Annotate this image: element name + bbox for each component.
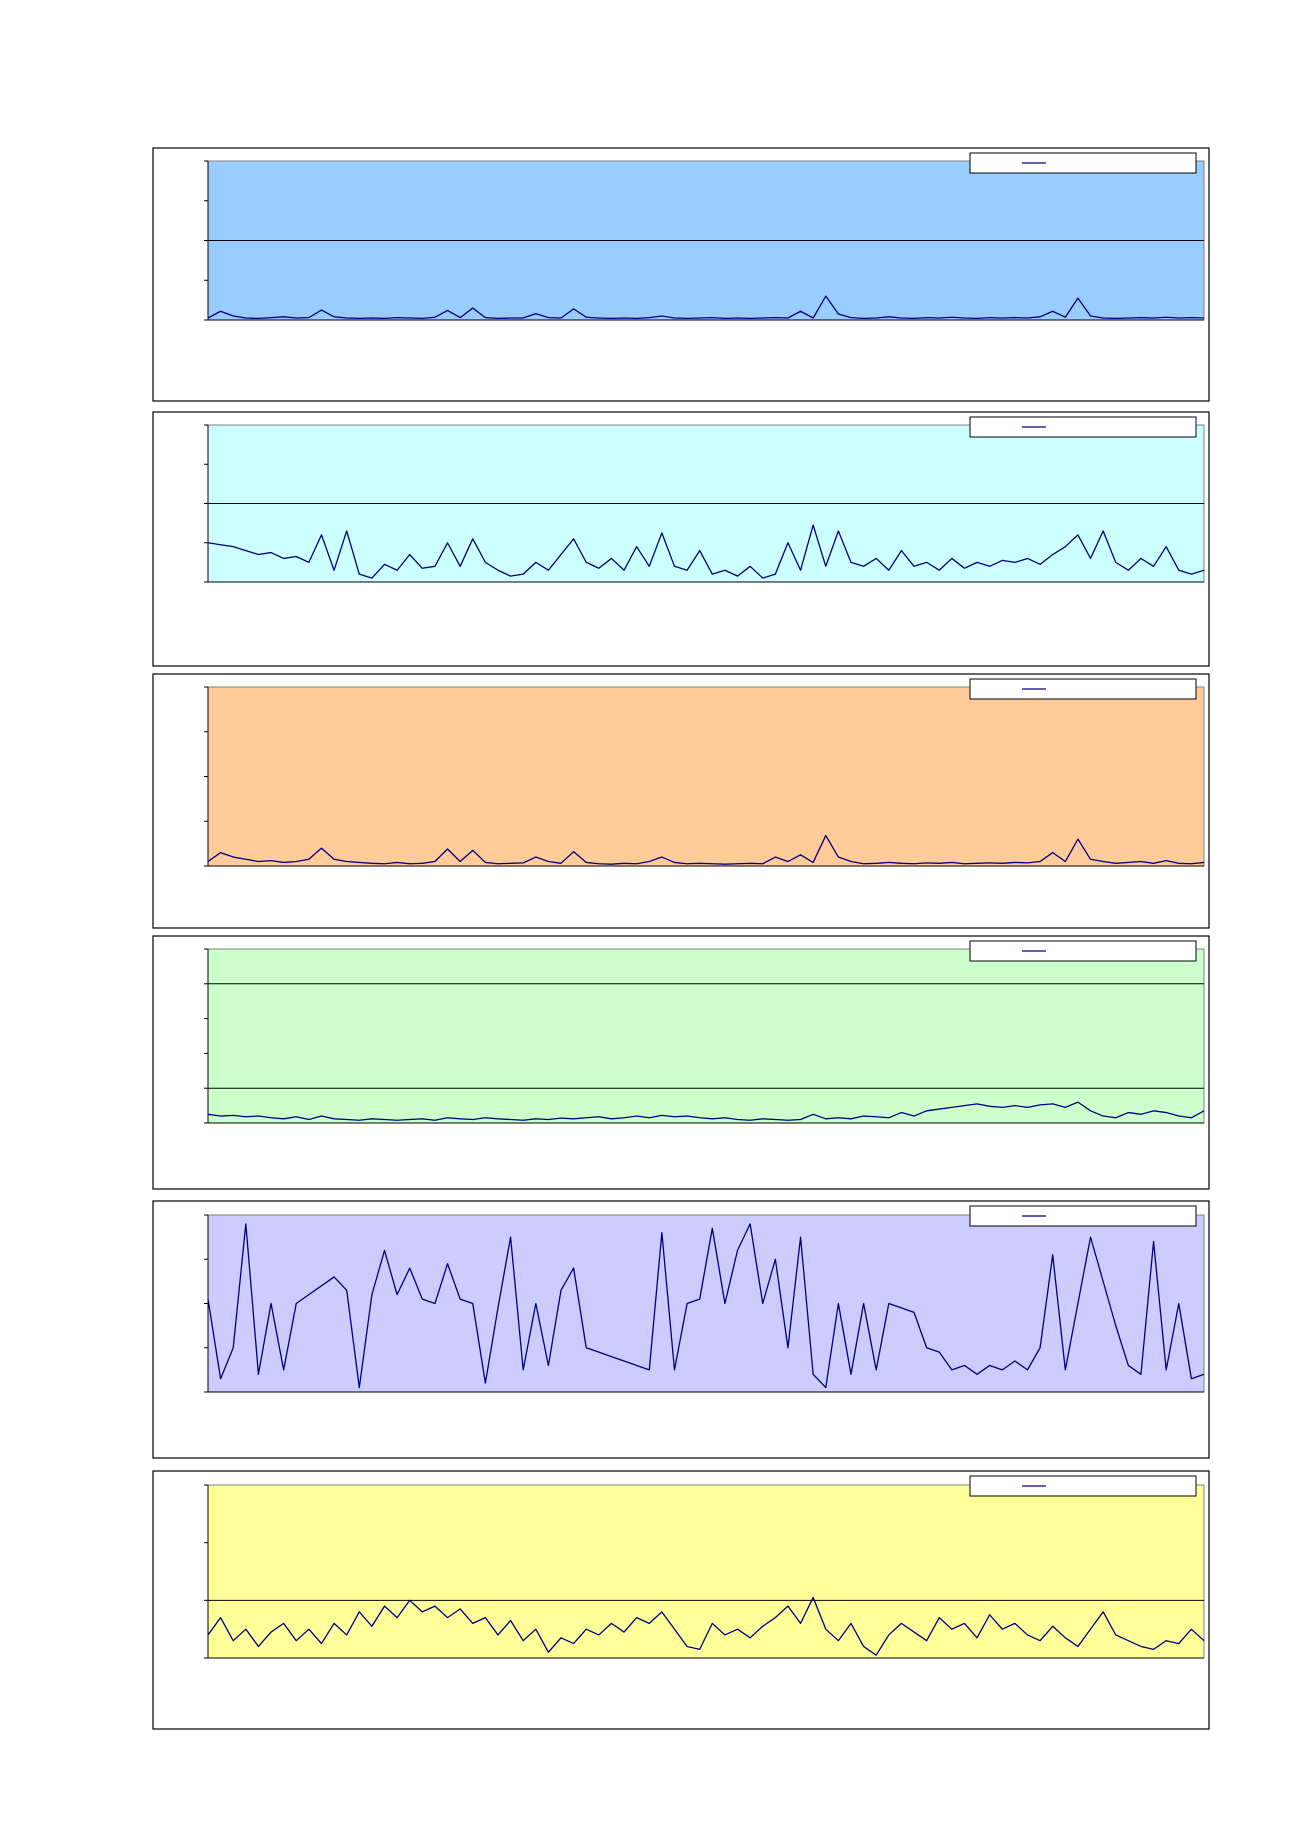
series-line — [207, 524, 1205, 579]
legend — [969, 416, 1197, 438]
series-line — [207, 1101, 1205, 1121]
legend — [969, 940, 1197, 962]
legend — [969, 1205, 1197, 1227]
series-line — [207, 1223, 1205, 1389]
legend — [969, 1475, 1197, 1497]
plot-area — [207, 1214, 1205, 1393]
legend — [969, 152, 1197, 174]
series-line — [207, 295, 1205, 320]
plot-area — [207, 1484, 1205, 1659]
plot-area — [207, 686, 1205, 867]
series-line — [207, 1596, 1205, 1656]
legend — [969, 678, 1197, 700]
series-line — [207, 834, 1205, 865]
plot-area — [207, 948, 1205, 1124]
